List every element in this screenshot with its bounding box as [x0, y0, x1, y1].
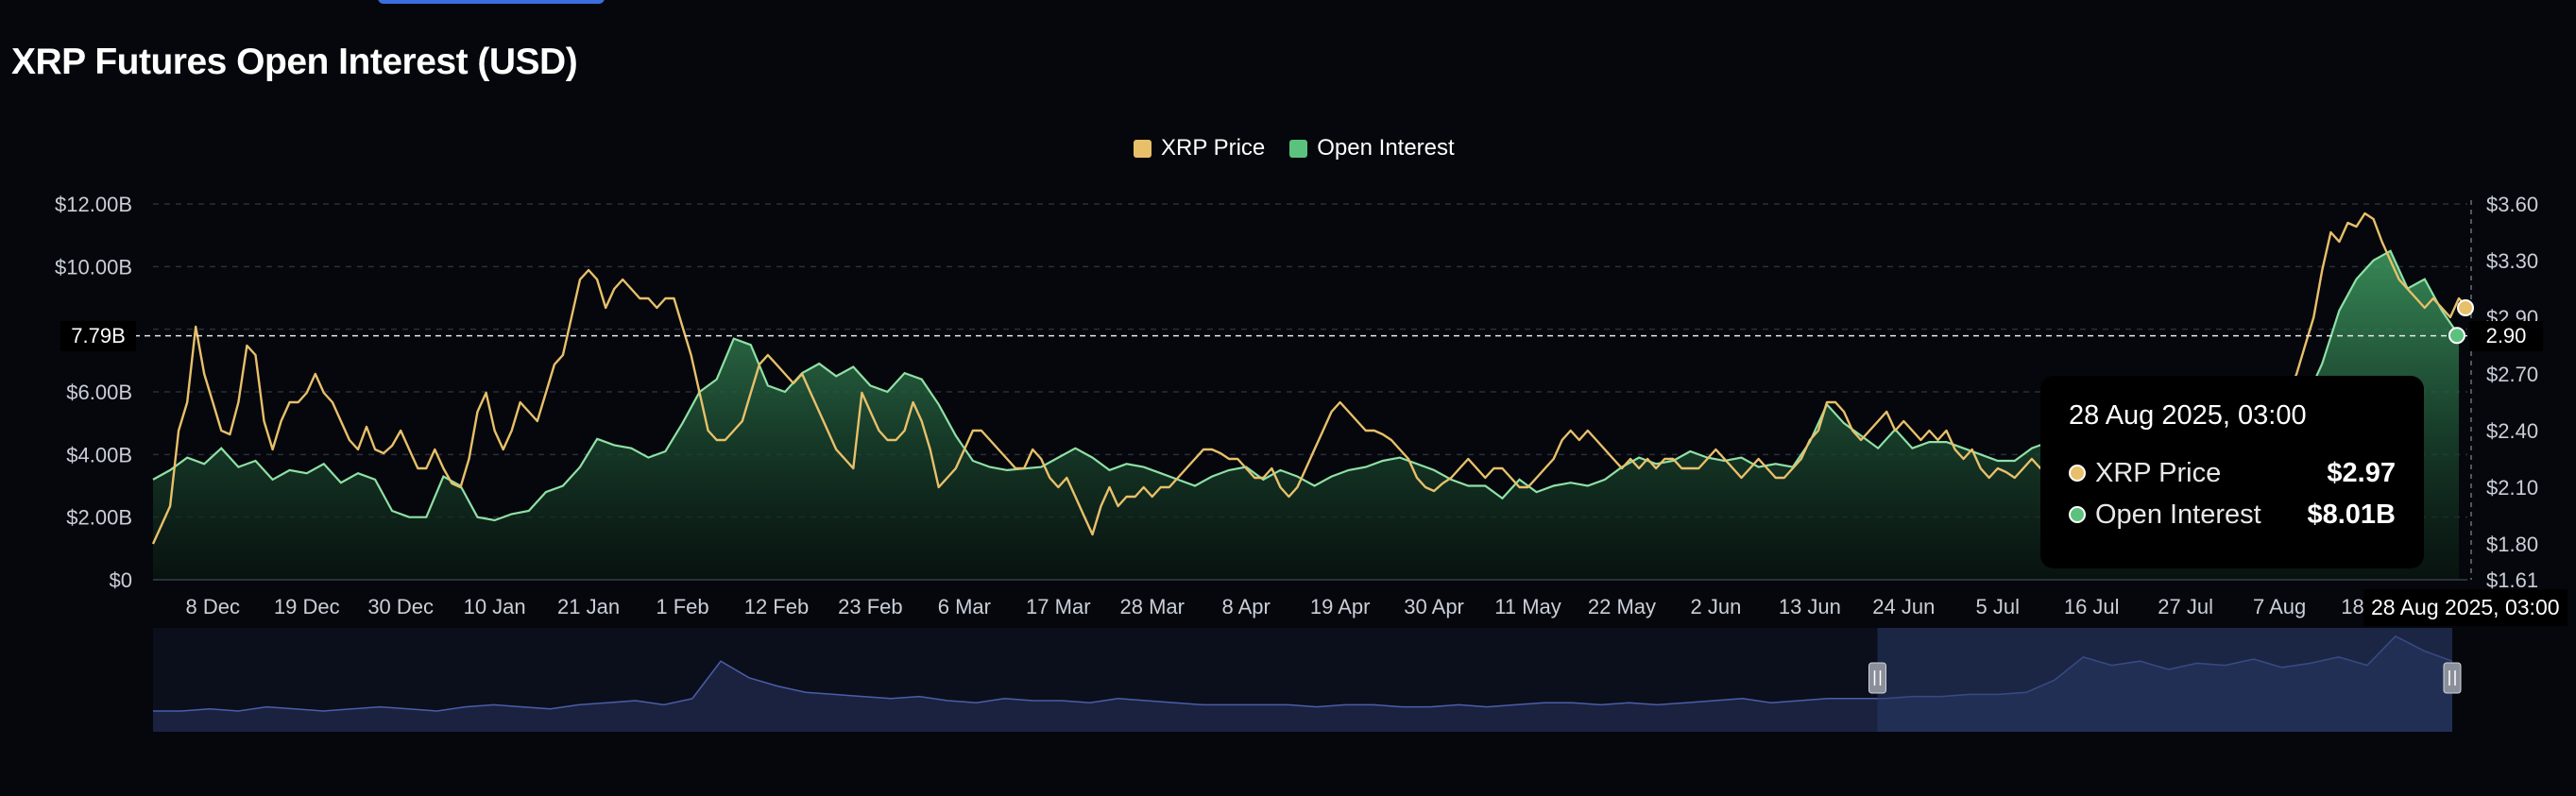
chart-legend: XRP Price Open Interest — [1134, 135, 1455, 161]
tooltip-label-open-interest: Open Interest — [2095, 499, 2261, 530]
x-tick-label: 24 Jun — [1872, 595, 1935, 618]
x-tick-label: 13 Jun — [1779, 595, 1841, 618]
legend-item-xrp-price[interactable]: XRP Price — [1134, 135, 1265, 161]
x-tick-label: 19 Dec — [274, 595, 340, 618]
navigator[interactable] — [153, 628, 2462, 732]
legend-label-open-interest: Open Interest — [1317, 135, 1455, 161]
y-left-tick-label: $12.00B — [55, 193, 132, 216]
navigator-selection — [1877, 628, 2452, 732]
legend-label-xrp-price: XRP Price — [1161, 135, 1266, 161]
y-right-tick-label: $1.61 — [2486, 568, 2538, 592]
x-tick-label: 22 May — [1588, 595, 1656, 618]
x-tick-label: 23 Feb — [838, 595, 903, 618]
y-right-tick-label: $2.10 — [2486, 476, 2538, 500]
x-tick-label: 30 Apr — [1404, 595, 1464, 618]
x-tick-label: 8 Dec — [186, 595, 240, 618]
axes: $0 $2.00B $4.00B $6.00B $10.00B $12.00B $1.61 $… — [55, 193, 2538, 618]
chart-title: XRP Futures Open Interest (USD) — [11, 42, 578, 82]
legend-item-open-interest[interactable]: Open Interest — [1289, 135, 1455, 161]
open-interest-area — [153, 250, 2459, 580]
crosshair — [134, 299, 2474, 345]
x-tick-label: 6 Mar — [938, 595, 991, 618]
tooltip-dot-open-interest — [2069, 506, 2086, 523]
tooltip-time: 28 Aug 2025, 03:00 — [2069, 400, 2307, 431]
navigator-handle-left[interactable] — [1868, 662, 1886, 694]
y-right-tick-label: $3.30 — [2486, 249, 2538, 273]
x-tick-label: 7 Aug — [2253, 595, 2306, 618]
x-tick-label: 16 Jul — [2064, 595, 2120, 618]
navigator-handle-right[interactable] — [2443, 662, 2462, 694]
x-tick-label: 27 Jul — [2158, 595, 2213, 618]
legend-swatch-open-interest — [1289, 139, 1308, 158]
y-right-tick-label: $3.60 — [2486, 193, 2538, 216]
x-tick-label: 30 Dec — [367, 595, 434, 618]
crosshair-y-left-label: 7.79B — [60, 321, 136, 351]
x-tick-label: 10 Jan — [464, 595, 526, 618]
y-left-tick-label: $0 — [110, 568, 132, 592]
x-tick-label: 17 Mar — [1026, 595, 1090, 618]
y-left-tick-label: $4.00B — [66, 443, 132, 466]
x-tick-label: 19 Apr — [1310, 595, 1371, 618]
x-tick-label: 12 Feb — [744, 595, 810, 618]
x-tick-label: 8 Apr — [1222, 595, 1271, 618]
tooltip-row-xrp-price: XRP Price $2.97 — [2069, 452, 2396, 494]
y-right-tick-label: $1.80 — [2486, 533, 2538, 556]
y-right-tick-label: $2.40 — [2486, 419, 2538, 443]
y-right-tick-label: $2.70 — [2486, 363, 2538, 386]
tooltip-row-open-interest: Open Interest $8.01B — [2069, 494, 2396, 535]
y-left-tick-label: $10.00B — [55, 255, 132, 279]
tooltip-dot-xrp-price — [2069, 465, 2086, 482]
y-left-tick-label: $6.00B — [66, 381, 132, 404]
y-left-tick-label: $2.00B — [66, 506, 132, 530]
tooltip-value-xrp-price: $2.97 — [2327, 457, 2396, 488]
price-marker — [2457, 299, 2474, 316]
tooltip-value-open-interest: $8.01B — [2307, 499, 2396, 530]
open-interest-marker — [2448, 327, 2465, 345]
top-tab-indicator[interactable] — [378, 0, 605, 4]
x-tick-label: 28 Mar — [1120, 595, 1185, 618]
crosshair-x-label: 28 Aug 2025, 03:00 — [2363, 589, 2567, 626]
x-tick-label: 5 Jul — [1976, 595, 2020, 618]
tooltip-label-xrp-price: XRP Price — [2095, 457, 2222, 488]
x-tick-label: 1 Feb — [656, 595, 708, 618]
tooltip: 28 Aug 2025, 03:00 XRP Price $2.97 Open … — [2040, 376, 2424, 568]
x-tick-label: 2 Jun — [1691, 595, 1742, 618]
crosshair-y-right-label: 2.90 — [2469, 321, 2543, 351]
x-tick-label: 11 May — [1494, 595, 1561, 618]
legend-swatch-xrp-price — [1134, 139, 1152, 158]
x-tick-label: 21 Jan — [557, 595, 620, 618]
